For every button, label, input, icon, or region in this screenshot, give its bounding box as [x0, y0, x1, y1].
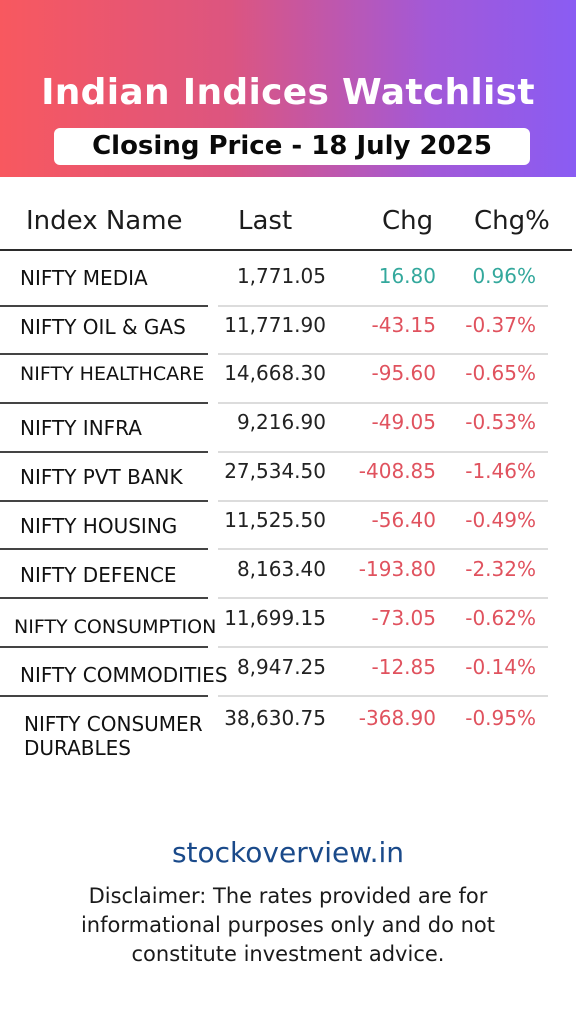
- change-percent: -0.37%: [465, 313, 536, 337]
- index-name: NIFTY INFRA: [20, 416, 142, 440]
- row-divider: [218, 597, 548, 599]
- table-row[interactable]: NIFTY OIL & GAS 11,771.90 -43.15 -0.37%: [0, 307, 576, 357]
- row-divider: [0, 451, 208, 453]
- change-value: -12.85: [371, 655, 436, 679]
- column-header-chg: Chg: [382, 206, 434, 236]
- row-divider: [0, 353, 208, 355]
- column-header-index-name: Index Name: [26, 206, 183, 236]
- table-row[interactable]: NIFTY COMMODITIES 8,947.25 -12.85 -0.14%: [0, 649, 576, 699]
- row-divider: [0, 500, 208, 502]
- index-name: NIFTY MEDIA: [20, 266, 148, 290]
- table-row[interactable]: NIFTY MEDIA 1,771.05 16.80 0.96%: [0, 258, 576, 308]
- subtitle-badge: Closing Price - 18 July 2025: [54, 128, 530, 165]
- page-title: Indian Indices Watchlist: [41, 72, 535, 113]
- row-divider: [218, 305, 548, 307]
- row-divider: [0, 597, 208, 599]
- change-value: -368.90: [358, 706, 436, 730]
- change-percent: -0.62%: [465, 606, 536, 630]
- header-banner: Indian Indices Watchlist Closing Price -…: [0, 0, 576, 177]
- table-row[interactable]: NIFTY HEALTHCARE 14,668.30 -95.60 -0.65%: [0, 355, 576, 405]
- change-percent: 0.96%: [472, 264, 536, 288]
- table-row[interactable]: NIFTY CONSUMER DURABLES 38,630.75 -368.90 -…: [0, 700, 576, 760]
- change-value: 16.80: [378, 264, 436, 288]
- table-row[interactable]: NIFTY HOUSING 11,525.50 -56.40 -0.49%: [0, 502, 576, 552]
- index-name: NIFTY DEFENCE: [20, 563, 177, 587]
- row-divider: [0, 305, 208, 307]
- change-value: -56.40: [371, 508, 436, 532]
- last-price: 27,534.50: [224, 459, 326, 483]
- change-value: -408.85: [358, 459, 436, 483]
- change-percent: -0.53%: [465, 410, 536, 434]
- site-link[interactable]: stockoverview.in: [171, 836, 405, 869]
- index-name: NIFTY COMMODITIES: [20, 663, 228, 687]
- header-divider: [0, 249, 572, 251]
- change-percent: -2.32%: [465, 557, 536, 581]
- row-divider: [218, 695, 548, 697]
- row-divider: [218, 646, 548, 648]
- change-percent: -0.65%: [465, 361, 536, 385]
- last-price: 8,947.25: [236, 655, 326, 679]
- change-percent: -0.49%: [465, 508, 536, 532]
- last-price: 11,771.90: [224, 313, 326, 337]
- row-divider: [218, 402, 548, 404]
- index-name: NIFTY CONSUMPTION: [14, 616, 217, 638]
- change-percent: -0.95%: [465, 706, 536, 730]
- index-name: NIFTY HOUSING: [20, 514, 178, 538]
- change-value: -73.05: [371, 606, 436, 630]
- row-divider: [218, 548, 548, 550]
- last-price: 38,630.75: [224, 706, 326, 730]
- table-row[interactable]: NIFTY PVT BANK 27,534.50 -408.85 -1.46%: [0, 453, 576, 503]
- index-name: NIFTY OIL & GAS: [20, 315, 186, 339]
- last-price: 11,699.15: [224, 606, 326, 630]
- row-divider: [218, 451, 548, 453]
- last-price: 8,163.40: [236, 557, 326, 581]
- table-row[interactable]: NIFTY CONSUMPTION 11,699.15 -73.05 -0.62%: [0, 600, 576, 650]
- row-divider: [218, 353, 548, 355]
- change-value: -193.80: [358, 557, 436, 581]
- change-value: -43.15: [371, 313, 436, 337]
- last-price: 11,525.50: [224, 508, 326, 532]
- row-divider: [218, 500, 548, 502]
- table-row[interactable]: NIFTY DEFENCE 8,163.40 -193.80 -2.32%: [0, 551, 576, 601]
- row-divider: [0, 402, 208, 404]
- last-price: 1,771.05: [236, 264, 326, 288]
- column-header-chg-pct: Chg%: [474, 206, 550, 236]
- disclaimer-text: Disclaimer: The rates provided are for i…: [80, 884, 496, 966]
- table-row[interactable]: NIFTY INFRA 9,216.90 -49.05 -0.53%: [0, 404, 576, 454]
- column-header-last: Last: [238, 206, 293, 236]
- last-price: 9,216.90: [236, 410, 326, 434]
- change-value: -95.60: [371, 361, 436, 385]
- index-name: NIFTY CONSUMER DURABLES: [24, 712, 203, 760]
- change-percent: -1.46%: [465, 459, 536, 483]
- row-divider: [0, 548, 208, 550]
- index-name: NIFTY HEALTHCARE: [20, 363, 205, 385]
- row-divider: [0, 646, 208, 648]
- change-percent: -0.14%: [465, 655, 536, 679]
- change-value: -49.05: [371, 410, 436, 434]
- index-name: NIFTY PVT BANK: [20, 465, 183, 489]
- last-price: 14,668.30: [224, 361, 326, 385]
- row-divider: [0, 695, 208, 697]
